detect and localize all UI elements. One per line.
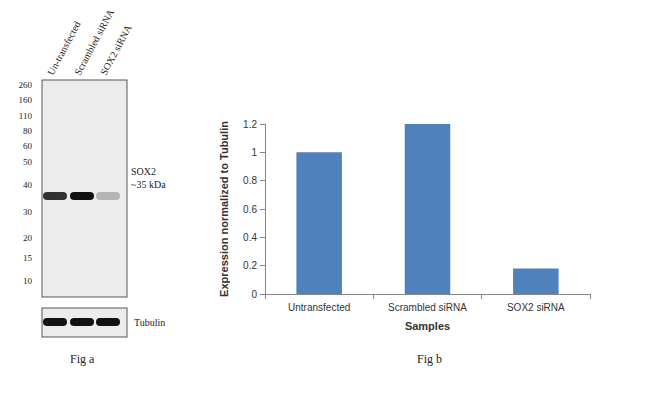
- svg-text:~35 kDa: ~35 kDa: [131, 179, 166, 190]
- svg-text:Untransfected: Untransfected: [288, 302, 350, 313]
- svg-text:20: 20: [23, 233, 33, 243]
- svg-text:10: 10: [23, 276, 33, 286]
- svg-text:1.2: 1.2: [243, 119, 257, 130]
- svg-text:30: 30: [23, 207, 33, 217]
- svg-text:0.2: 0.2: [243, 260, 257, 271]
- svg-text:50: 50: [23, 157, 33, 167]
- html-text:Fig a: Fig a: [70, 352, 95, 366]
- svg-text:Un-transfected: Un-transfected: [45, 19, 83, 77]
- svg-text:260: 260: [19, 80, 33, 90]
- svg-text:SOX2: SOX2: [131, 166, 156, 177]
- svg-text:110: 110: [19, 111, 33, 121]
- svg-text:SOX2 siRNA: SOX2 siRNA: [98, 22, 134, 77]
- html-text:Fig b: Fig b: [417, 352, 442, 366]
- svg-text:0.4: 0.4: [243, 232, 257, 243]
- svg-text:SOX2 siRNA: SOX2 siRNA: [507, 302, 565, 313]
- svg-text:160: 160: [19, 95, 33, 105]
- svg-text:Expression normalized to Tubul: Expression normalized to Tubulin: [218, 121, 230, 297]
- svg-text:Scrambled siRNA: Scrambled siRNA: [72, 7, 117, 77]
- svg-text:1: 1: [251, 147, 257, 158]
- svg-text:60: 60: [23, 141, 33, 151]
- svg-text:15: 15: [23, 253, 33, 263]
- svg-text:80: 80: [23, 126, 33, 136]
- svg-text:0.8: 0.8: [243, 175, 257, 186]
- svg-text:Scrambled siRNA: Scrambled siRNA: [388, 302, 467, 313]
- svg-text:0: 0: [251, 289, 257, 300]
- svg-text:40: 40: [23, 180, 33, 190]
- svg-text:0.6: 0.6: [243, 204, 257, 215]
- svg-text:Tubulin: Tubulin: [134, 317, 165, 328]
- svg-text:Samples: Samples: [405, 320, 450, 332]
